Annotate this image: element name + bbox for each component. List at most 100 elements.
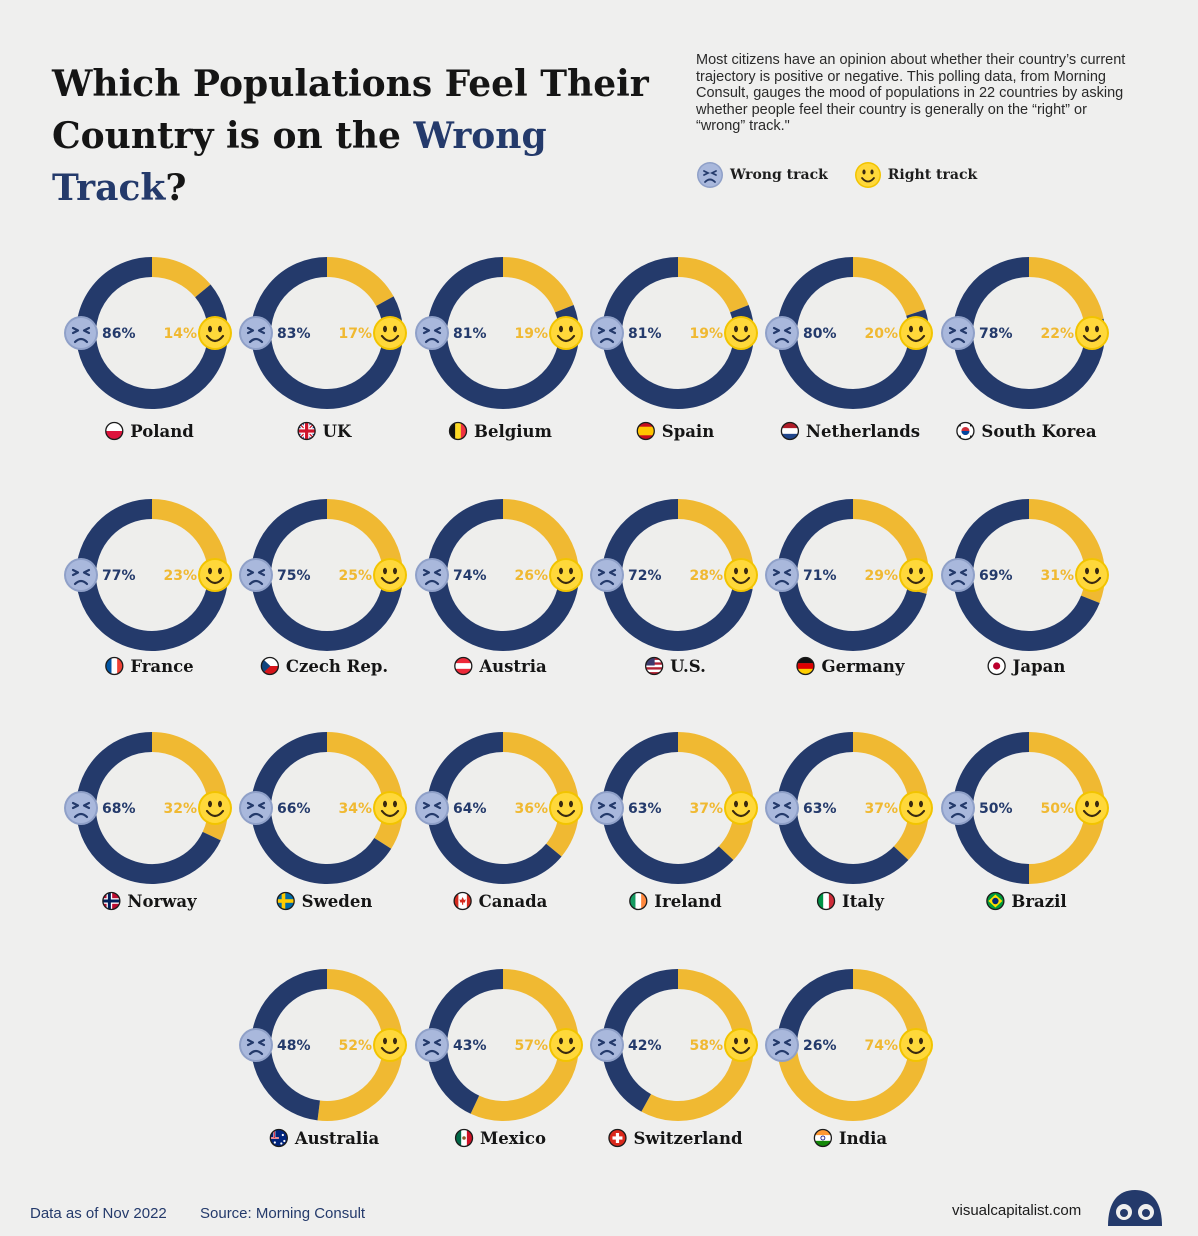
footer-site-link[interactable]: visualcapitalist.com — [952, 1202, 1082, 1219]
sad-face-icon — [239, 558, 273, 592]
donut-austria: 74% 26% Austria — [415, 499, 583, 676]
right-value-label: 36% — [514, 801, 548, 817]
wrong-value-label: 48% — [277, 1038, 311, 1054]
country-name: Belgium — [474, 422, 553, 441]
wrong-value-label: 64% — [453, 801, 487, 817]
right-track-arc — [677, 257, 749, 313]
wrong-value-label: 81% — [453, 326, 487, 342]
donut-switzerland: 42% 58% Switzerland — [590, 969, 758, 1148]
smiley-face-icon — [899, 558, 933, 592]
smiley-face-icon — [899, 791, 933, 825]
wrong-track-arc — [251, 732, 392, 884]
germany-flag-icon — [796, 656, 815, 676]
wrong-value-label: 78% — [979, 326, 1013, 342]
visual-capitalist-logo-icon — [1108, 1190, 1162, 1226]
japan-flag-icon — [987, 656, 1006, 676]
country-name: Sweden — [302, 892, 373, 911]
donut-japan: 69% 31% Japan — [941, 499, 1109, 676]
donut-france: 77% 23% France — [64, 499, 232, 676]
title-end: ? — [165, 167, 187, 209]
right-track-arc — [852, 257, 926, 317]
sad-face-icon — [239, 791, 273, 825]
smiley-face-icon — [198, 558, 232, 592]
right-track-arc — [677, 732, 754, 861]
country-label: Spain — [636, 421, 714, 441]
donut-hole — [622, 989, 734, 1101]
country-label: Belgium — [448, 421, 553, 441]
wrong-value-label: 50% — [979, 801, 1013, 817]
donut-poland: 86% 14% Poland — [64, 257, 232, 441]
donut-australia: 48% 52% Australia — [239, 969, 407, 1148]
sad-face-icon — [941, 316, 975, 350]
wrong-track-arc — [76, 499, 228, 651]
country-label: U.S. — [644, 656, 706, 676]
donut-hole — [797, 277, 909, 389]
donut-mexico: 43% 57% Mexico — [415, 969, 583, 1148]
france-flag-icon — [105, 656, 124, 676]
page-title: Which Populations Feel Their Country is … — [52, 58, 692, 214]
right-track-arc — [151, 499, 228, 569]
legend-right: Right track — [854, 161, 977, 189]
donut-hole — [96, 519, 208, 631]
donut-hole — [447, 989, 559, 1101]
wrong-track-arc — [777, 499, 927, 651]
donut-italy: 63% 37% Italy — [765, 732, 933, 911]
mexico-flag-icon — [454, 1128, 474, 1148]
smiley-face-icon — [1075, 791, 1109, 825]
sad-face-icon — [590, 316, 624, 350]
country-name: Italy — [842, 892, 884, 911]
smiley-face-icon — [373, 791, 407, 825]
right-track-arc — [1028, 257, 1104, 323]
donut-hole — [797, 519, 909, 631]
donut-hole — [973, 752, 1085, 864]
wrong-track-arc — [76, 732, 221, 884]
country-label: Italy — [816, 891, 884, 911]
wrong-value-label: 63% — [628, 801, 662, 817]
wrong-value-label: 66% — [277, 801, 311, 817]
country-label: Poland — [105, 421, 194, 441]
donut-hole — [447, 752, 559, 864]
switzerland-flag-icon — [608, 1128, 627, 1148]
south-korea-flag-icon — [956, 421, 975, 441]
smiley-face-icon — [373, 1028, 407, 1062]
donut-hole — [96, 752, 208, 864]
wrong-value-label: 71% — [803, 568, 837, 584]
legend-wrong-label: Wrong track — [730, 167, 828, 183]
sad-face-icon — [64, 316, 98, 350]
right-value-label: 25% — [338, 568, 372, 584]
wrong-value-label: 77% — [102, 568, 136, 584]
spain-flag-icon — [636, 421, 655, 441]
country-name: U.S. — [670, 657, 706, 676]
right-value-label: 32% — [163, 801, 197, 817]
country-label: Czech Rep. — [260, 656, 388, 676]
smiley-face-icon — [899, 1028, 933, 1062]
country-name: Canada — [479, 892, 548, 911]
country-label: Brazil — [986, 891, 1067, 911]
right-value-label: 26% — [514, 568, 548, 584]
country-name: Poland — [130, 422, 194, 441]
right-value-label: 17% — [338, 326, 372, 342]
wrong-value-label: 26% — [803, 1038, 837, 1054]
donut-norway: 68% 32% Norway — [64, 732, 232, 911]
wrong-value-label: 72% — [628, 568, 662, 584]
sad-face-icon — [415, 316, 449, 350]
right-value-label: 29% — [864, 568, 898, 584]
intro-text: Most citizens have an opinion about whet… — [696, 52, 1126, 134]
wrong-track-arc — [427, 499, 579, 651]
donut-hole — [447, 277, 559, 389]
title-highlight: Wrong Track — [52, 115, 547, 209]
right-value-label: 20% — [864, 326, 898, 342]
sad-face-icon — [590, 791, 624, 825]
donut-czech: 75% 25% Czech Rep. — [239, 499, 407, 676]
smiley-face-icon — [1075, 558, 1109, 592]
country-name: Czech Rep. — [286, 657, 388, 676]
donut-sweden: 66% 34% Sweden — [239, 732, 407, 911]
country-name: Spain — [662, 422, 714, 441]
country-label: Germany — [796, 656, 905, 676]
donut-hole — [622, 519, 734, 631]
country-label: Norway — [102, 891, 197, 911]
right-track-arc — [852, 732, 929, 861]
smiley-face-icon — [373, 316, 407, 350]
sad-face-icon — [765, 1028, 799, 1062]
australia-flag-icon — [269, 1128, 288, 1148]
